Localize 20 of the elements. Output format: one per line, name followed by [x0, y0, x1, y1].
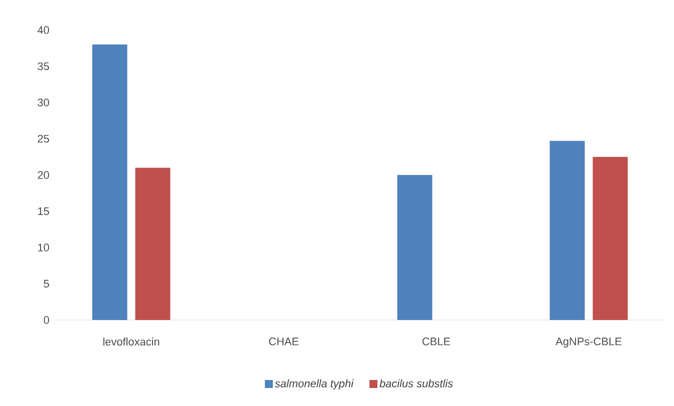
bar [135, 168, 170, 320]
legend-label: bacilus substlis [380, 379, 453, 388]
y-tick-label: 25 [38, 134, 50, 143]
y-tick-label: 20 [38, 171, 50, 179]
bar [397, 175, 432, 320]
y-tick-label: 35 [38, 62, 50, 70]
y-tick-label: 0 [44, 316, 50, 324]
y-tick-label: 40 [38, 26, 50, 34]
x-tick-label: CBLE [422, 338, 450, 346]
x-tick-label: CHAE [269, 338, 298, 346]
y-tick-label: 10 [38, 244, 50, 252]
bar [550, 140, 585, 320]
y-tick-label: 30 [38, 98, 50, 106]
y-tick-label: 5 [44, 280, 50, 288]
x-tick-label: AgNPs-CBLE [556, 338, 622, 348]
bar [92, 44, 128, 320]
bar [592, 156, 628, 320]
legend-label: salmonella typhi [274, 379, 354, 390]
x-tick-label: levofloxacin [103, 338, 160, 346]
y-tick-label: 15 [38, 207, 50, 216]
